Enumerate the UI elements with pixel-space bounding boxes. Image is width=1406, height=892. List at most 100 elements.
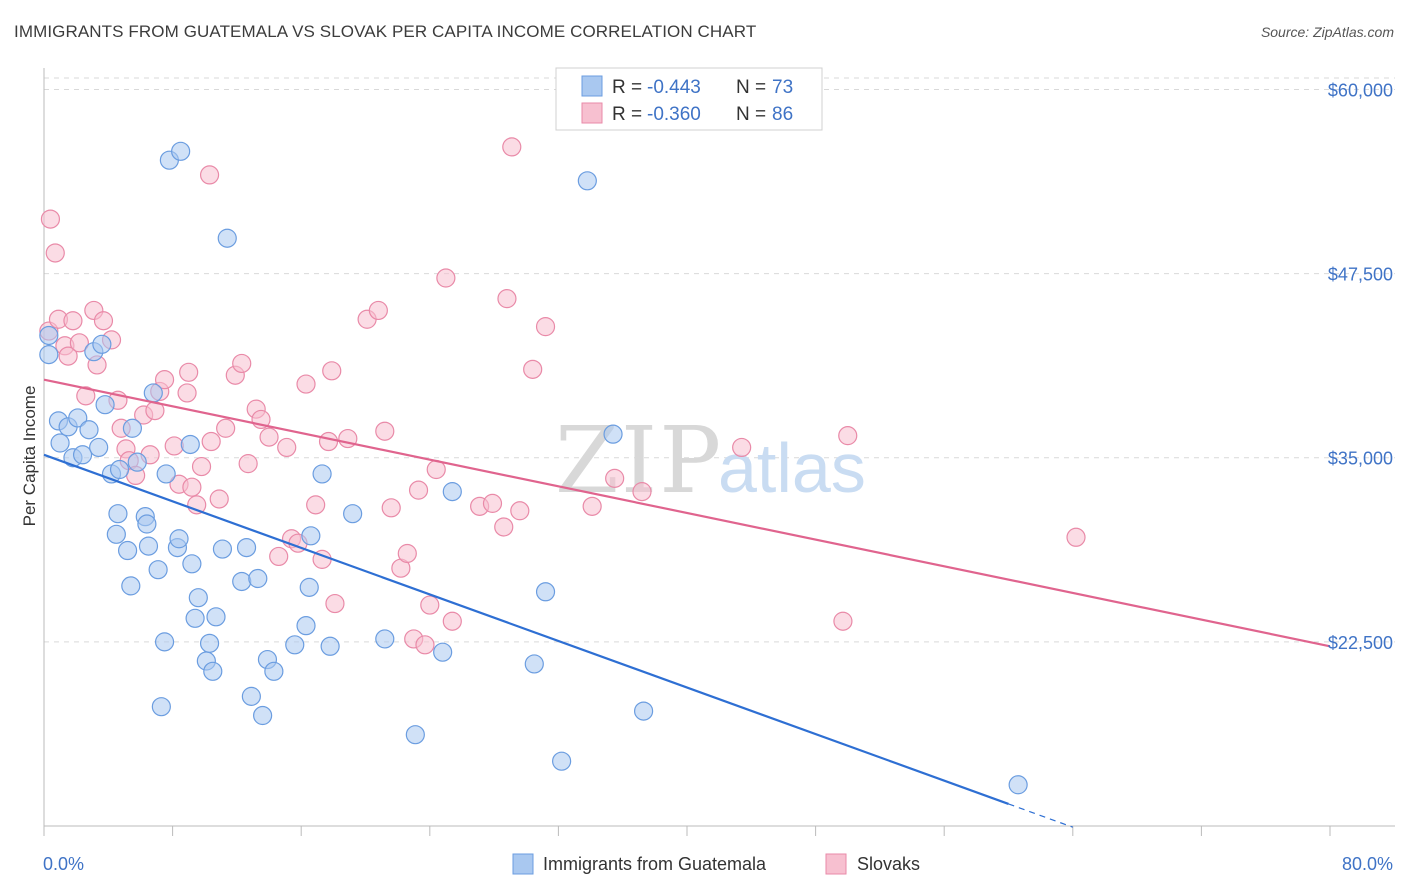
data-point (375, 629, 395, 649)
data-point (397, 543, 417, 564)
data-point (415, 635, 435, 655)
series-swatch-slovaks (825, 853, 847, 875)
data-point (603, 424, 623, 444)
data-point (343, 504, 363, 524)
series-label-guatemala: Immigrants from Guatemala (543, 854, 767, 874)
data-point (375, 421, 395, 441)
data-point (212, 539, 233, 559)
y-axis-title: Per Capita Income (20, 386, 39, 527)
data-point (494, 517, 514, 537)
trend-line-guatemala (43, 453, 1009, 805)
data-point (633, 701, 654, 721)
data-point (241, 686, 261, 706)
data-point (1008, 775, 1028, 795)
data-point (40, 209, 61, 229)
data-point (72, 445, 93, 465)
data-point (605, 468, 625, 488)
data-point (109, 459, 130, 480)
data-point (436, 268, 456, 288)
data-point (325, 593, 345, 614)
data-point (318, 431, 339, 452)
data-point (381, 498, 401, 518)
x-tick-label-left: 0.0% (43, 854, 84, 874)
legend-n-value-2: 86 (772, 104, 793, 125)
data-point (577, 171, 597, 191)
data-point (442, 482, 462, 502)
data-point (497, 289, 517, 309)
data-point (510, 501, 530, 521)
stats-legend: R = -0.443 N = 73 R = -0.360 N = 86 (555, 67, 823, 131)
data-point (68, 408, 88, 428)
data-point (236, 537, 257, 558)
data-point (632, 482, 652, 502)
data-point (69, 333, 89, 353)
data-point (127, 452, 147, 472)
y-tick-label: $60,000 (1328, 80, 1393, 100)
legend-r-value-2: -0.360 (647, 104, 701, 125)
data-point (442, 611, 462, 631)
data-point (122, 418, 143, 438)
data-point (523, 359, 543, 379)
data-point (209, 489, 229, 509)
data-point (524, 654, 544, 674)
data-point (833, 611, 853, 631)
data-point (93, 311, 114, 331)
data-point (838, 426, 858, 446)
data-point (269, 546, 289, 567)
data-point (92, 334, 112, 354)
data-point (232, 571, 252, 592)
legend-r-label-1: R = (612, 77, 642, 98)
data-point (535, 582, 556, 602)
data-point (299, 577, 319, 597)
data-point (177, 383, 197, 403)
y-tick-labels: $22,500 $35,000 $47,500 $60,000 (1328, 80, 1393, 652)
data-point (1066, 527, 1086, 547)
trend-line-guatemala-extension (1008, 803, 1074, 828)
data-point (185, 608, 205, 628)
trend-line-slovaks (43, 378, 1331, 648)
data-point (76, 386, 96, 406)
data-point (121, 576, 141, 596)
data-point (154, 632, 175, 652)
data-point (296, 616, 316, 636)
data-point (39, 325, 59, 346)
slovaks-points (39, 137, 1086, 655)
data-point (301, 526, 321, 546)
data-point (199, 633, 220, 653)
data-point (320, 636, 340, 656)
data-point (408, 480, 429, 500)
data-point (285, 635, 305, 655)
data-point (188, 588, 208, 608)
x-tick-label-right: 80.0% (1342, 854, 1393, 874)
data-point (199, 165, 220, 185)
y-tick-label: $22,500 (1328, 633, 1393, 653)
data-point (45, 243, 65, 263)
data-point (182, 477, 202, 497)
chart-title: IMMIGRANTS FROM GUATEMALA VS SLOVAK PER … (14, 22, 757, 41)
data-point (217, 228, 237, 248)
data-point (216, 418, 236, 438)
data-point (248, 568, 268, 589)
data-point (264, 661, 284, 681)
data-point (63, 311, 83, 331)
data-point (206, 607, 226, 627)
data-point (50, 433, 70, 453)
data-point (296, 374, 316, 394)
axes (43, 68, 1395, 836)
data-point (58, 346, 78, 366)
data-point (552, 751, 572, 771)
data-point (259, 427, 279, 447)
legend-n-value-1: 73 (772, 77, 793, 98)
data-point (106, 524, 126, 544)
data-point (535, 317, 556, 337)
data-point (89, 437, 109, 458)
data-point (182, 554, 202, 574)
data-point (232, 353, 252, 374)
data-point (203, 661, 223, 681)
data-point (277, 437, 297, 458)
legend-r-label-2: R = (612, 104, 642, 125)
legend-r-value-1: -0.443 (647, 77, 701, 98)
data-point (179, 362, 199, 382)
data-point (201, 431, 221, 452)
